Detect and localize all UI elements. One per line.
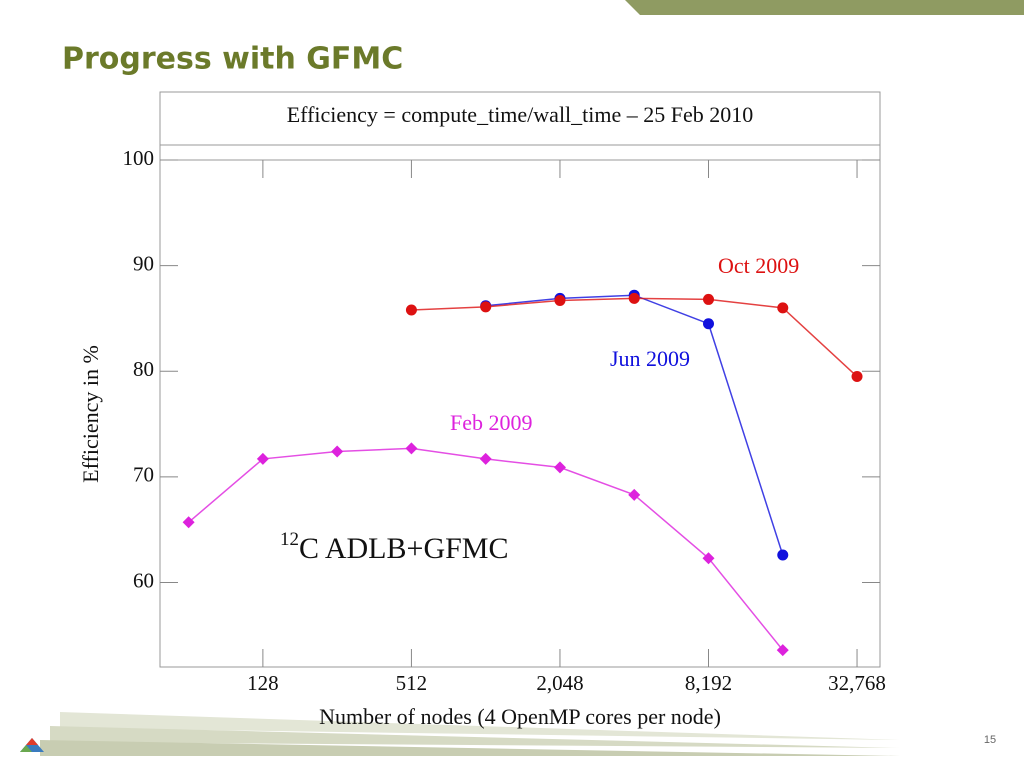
annotation-text: C ADLB+GFMC xyxy=(299,532,508,565)
x-tick-label: 8,192 xyxy=(685,671,732,695)
marker xyxy=(553,461,566,474)
marker xyxy=(851,371,863,383)
x-axis-label: Number of nodes (4 OpenMP cores per node… xyxy=(319,704,721,729)
annotation-superscript: 12 xyxy=(280,529,299,550)
x-tick-label: 2,048 xyxy=(536,671,583,695)
y-tick-label: 70 xyxy=(133,463,154,487)
y-tick-label: 80 xyxy=(133,357,154,381)
marker xyxy=(628,292,640,304)
marker xyxy=(331,445,344,458)
marker xyxy=(480,301,492,313)
marker xyxy=(182,516,195,529)
marker xyxy=(702,318,714,330)
marker xyxy=(776,644,789,657)
marker xyxy=(405,442,418,455)
series-label: Oct 2009 xyxy=(718,253,799,278)
y-tick-label: 90 xyxy=(133,251,154,275)
marker xyxy=(777,549,789,561)
marker xyxy=(702,552,715,565)
x-tick-label: 512 xyxy=(396,671,428,695)
marker xyxy=(479,452,492,465)
chart-frame xyxy=(159,91,881,668)
slide-title: Progress with GFMC xyxy=(62,42,403,77)
series-label: Jun 2009 xyxy=(610,346,690,371)
y-tick-label: 100 xyxy=(123,146,155,170)
footer-decoration xyxy=(20,712,900,756)
marker xyxy=(702,293,714,305)
x-tick-label: 32,768 xyxy=(828,671,886,695)
y-axis-label: Efficiency in % xyxy=(78,345,103,483)
marker xyxy=(777,302,789,314)
x-tick-label: 128 xyxy=(247,671,279,695)
marker xyxy=(256,452,269,465)
chart-title: Efficiency = compute_time/wall_time – 25… xyxy=(287,102,754,127)
header-bar xyxy=(625,0,1024,15)
marker xyxy=(628,488,641,501)
marker xyxy=(554,294,566,306)
page-number: 15 xyxy=(984,734,996,746)
annotation: 12C ADLB+GFMC xyxy=(280,529,508,565)
marker xyxy=(405,304,417,316)
y-tick-label: 60 xyxy=(133,568,154,592)
series-label: Feb 2009 xyxy=(450,410,533,435)
